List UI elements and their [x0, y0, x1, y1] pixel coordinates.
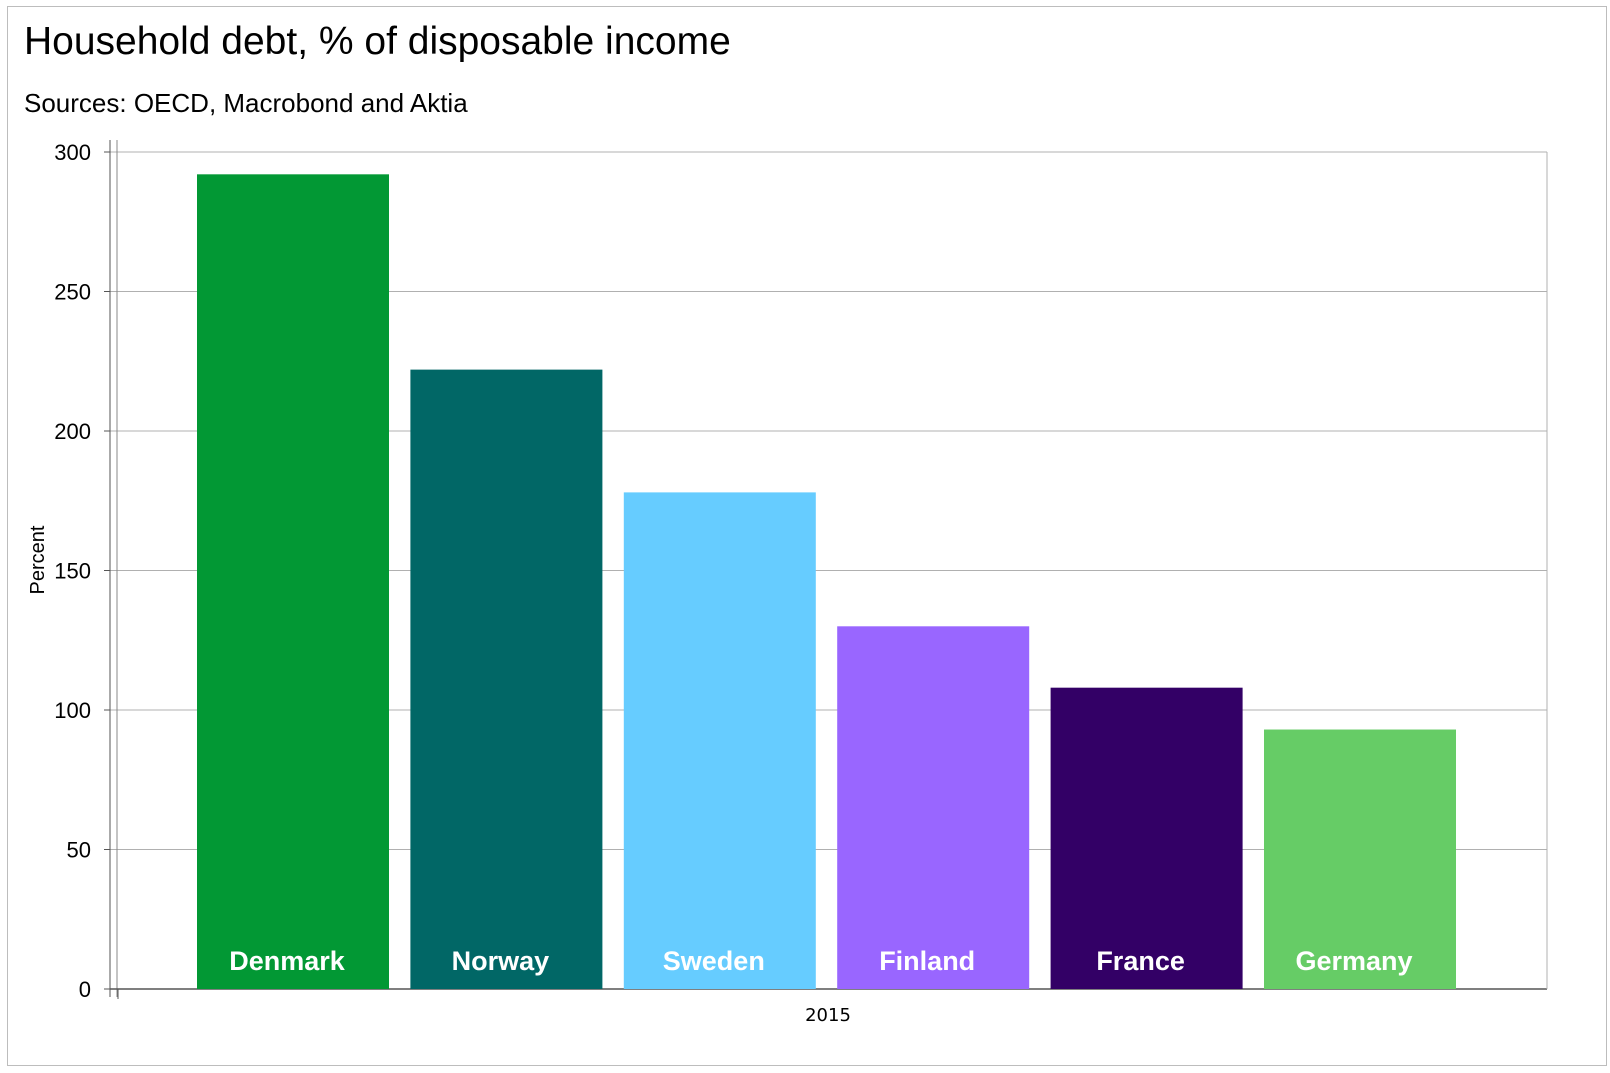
y-tick-label: 0: [79, 977, 91, 1002]
chart-subtitle: Sources: OECD, Macrobond and Aktia: [24, 88, 468, 118]
bar-finland: [837, 626, 1030, 989]
bars: Denmark Norway Sweden Finland France Germany: [197, 174, 1456, 989]
y-tick-label: 150: [54, 559, 91, 584]
bar-germany: [1264, 729, 1456, 989]
y-tick-label: 250: [54, 280, 91, 305]
y-tick-label: 50: [67, 838, 91, 863]
bar-label: Norway: [452, 946, 550, 976]
chart-frame: [7, 6, 1607, 1066]
y-axis-ticks: 0 50 100 150 200 250 300: [54, 140, 110, 1002]
bar-label: Denmark: [229, 946, 346, 976]
bar-label: Finland: [879, 946, 975, 976]
y-tick-label: 300: [54, 140, 91, 165]
y-tick-label: 200: [54, 419, 91, 444]
bar-label: France: [1096, 946, 1185, 976]
x-axis-label: 2015: [805, 1005, 851, 1026]
chart-title: Household debt, % of disposable income: [24, 20, 731, 63]
y-tick-label: 100: [54, 698, 91, 723]
bar-label: Germany: [1295, 946, 1412, 976]
bar-france: [1050, 687, 1243, 989]
bar-denmark: [197, 174, 389, 989]
bar-label: Sweden: [663, 946, 765, 976]
bar-norway: [410, 369, 603, 989]
bar-sweden: [623, 492, 816, 989]
y-axis-label: Percent: [27, 525, 49, 594]
